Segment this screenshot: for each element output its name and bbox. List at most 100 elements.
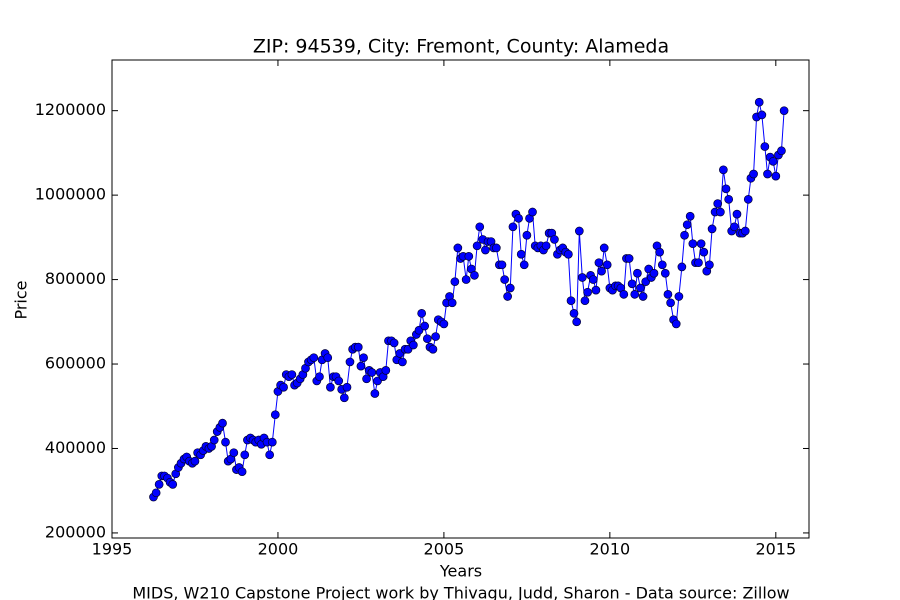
price-point	[732, 209, 742, 219]
price-point	[660, 268, 670, 278]
price-point	[624, 254, 634, 263]
price-point	[497, 260, 507, 270]
price-point	[381, 366, 391, 375]
price-point	[503, 292, 512, 301]
price-point	[431, 332, 440, 341]
price-point	[447, 298, 457, 308]
price-point	[721, 184, 731, 194]
price-point	[528, 207, 537, 217]
price-point	[671, 319, 681, 329]
price-point	[696, 239, 706, 249]
price-point	[265, 450, 275, 460]
footer-note: MIDS, W210 Capstone Project work by Thiv…	[132, 584, 789, 600]
price-point	[367, 368, 377, 377]
price-point	[508, 222, 518, 232]
price-point	[334, 376, 344, 386]
price-point	[638, 292, 648, 301]
price-point	[270, 410, 280, 420]
price-point	[267, 437, 277, 447]
x-tick-label: 2000	[258, 540, 299, 559]
price-point	[190, 456, 200, 466]
price-point	[740, 226, 750, 236]
price-point	[729, 222, 739, 232]
price-point	[716, 207, 725, 217]
price-point	[760, 142, 770, 151]
price-point	[422, 334, 432, 344]
price-point	[522, 230, 532, 240]
y-tick-label: 800000	[45, 269, 106, 288]
price-point	[417, 309, 427, 318]
price-point	[577, 273, 587, 282]
price-point	[680, 230, 689, 240]
price-point	[627, 279, 637, 289]
price-point	[237, 467, 247, 477]
price-point	[154, 480, 164, 489]
x-tick-label: 1995	[92, 540, 133, 559]
price-point	[362, 374, 371, 384]
price-point	[574, 226, 584, 236]
y-axis-label: Price	[12, 280, 31, 319]
price-point	[353, 342, 363, 352]
y-tick-label: 400000	[45, 438, 106, 457]
y-tick-label: 1000000	[35, 185, 106, 204]
price-point	[541, 241, 551, 251]
x-tick-label: 2010	[589, 540, 630, 559]
price-point	[505, 283, 515, 293]
price-point	[685, 211, 695, 221]
price-point	[550, 235, 559, 244]
price-point	[655, 247, 664, 257]
price-point	[420, 321, 430, 331]
price-point	[713, 199, 723, 208]
price-point	[674, 292, 684, 301]
price-point	[389, 338, 399, 348]
price-point	[699, 247, 709, 257]
price-point	[519, 260, 529, 270]
price-point	[599, 243, 609, 253]
price-point	[475, 222, 485, 232]
price-point	[209, 435, 219, 445]
price-point	[619, 290, 629, 299]
price-point	[591, 285, 601, 295]
price-point	[279, 382, 288, 392]
price-point	[323, 353, 333, 363]
price-point	[779, 106, 789, 116]
price-point	[694, 258, 703, 268]
price-point	[633, 268, 642, 278]
price-point	[630, 290, 640, 299]
price-point	[470, 271, 479, 280]
price-point	[763, 169, 772, 179]
price-point	[218, 418, 227, 428]
price-point	[580, 296, 590, 306]
price-point	[342, 382, 352, 392]
price-point	[597, 266, 606, 276]
y-tick-label: 1200000	[35, 100, 106, 119]
x-tick-label: 2015	[755, 540, 796, 559]
price-point	[461, 275, 471, 284]
price-point	[688, 239, 698, 249]
price-point	[326, 382, 335, 392]
price-point	[682, 220, 692, 230]
price-point	[749, 169, 758, 179]
x-tick-label: 2005	[424, 540, 465, 559]
price-point	[719, 165, 728, 175]
price-point	[666, 298, 675, 308]
price-point	[754, 97, 764, 107]
price-point	[636, 283, 645, 293]
price-point	[398, 357, 407, 367]
price-point	[221, 437, 230, 447]
price-point	[151, 488, 161, 498]
price-point	[370, 389, 380, 398]
price-point	[309, 353, 319, 363]
price-point	[583, 287, 592, 297]
price-point	[572, 317, 582, 327]
price-point	[240, 450, 250, 460]
price-point	[409, 340, 418, 350]
price-point	[677, 262, 687, 272]
price-point	[768, 156, 778, 166]
price-point	[345, 357, 355, 367]
chart-title: ZIP: 94539, City: Fremont, County: Alame…	[253, 36, 669, 58]
price-point	[777, 146, 786, 156]
price-point	[705, 260, 714, 270]
